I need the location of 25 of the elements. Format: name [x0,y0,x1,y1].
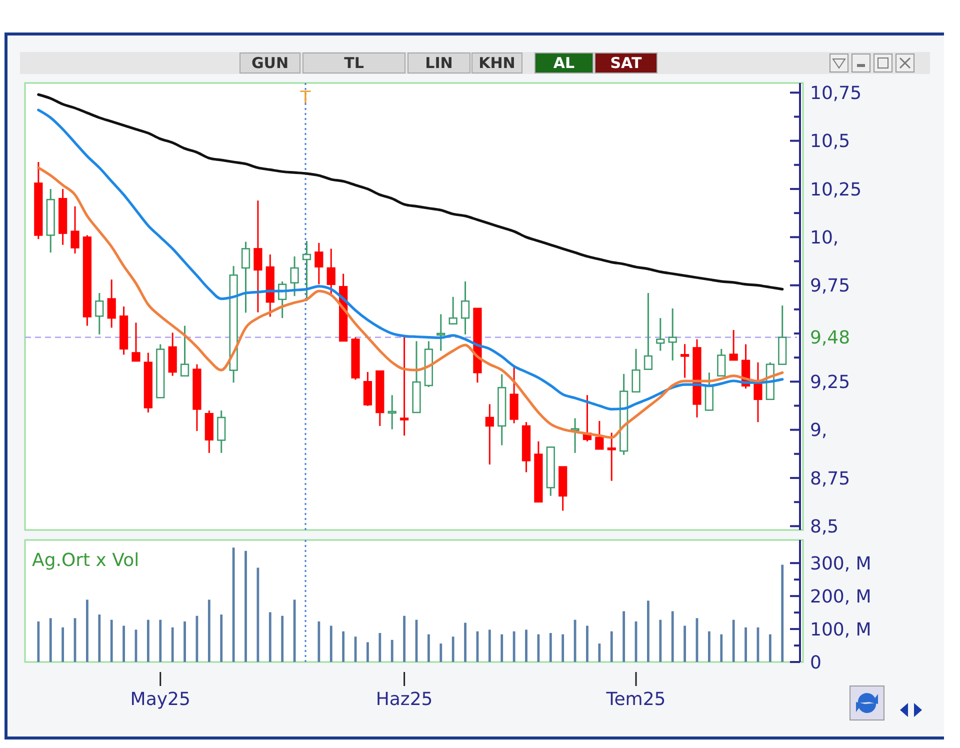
y-tick-label: 9,25 [810,372,850,393]
y-tick-label: 9,75 [810,276,850,297]
text: AL [553,54,576,72]
text: SAT [610,54,643,72]
ref-line-label: 9,48 [810,328,850,349]
y-tick-label: 8,5 [810,516,839,538]
y-tick-label: 10, [810,227,839,248]
y-tick-label: 8,75 [810,468,850,490]
y-tick-label: 300, M [810,553,872,574]
y-tick-label: 0 [810,652,822,674]
text: TL [344,54,364,72]
text: LIN [425,54,453,72]
text: Ag.Ort x Vol [32,550,140,571]
x-tick-label: Tem25 [605,689,666,710]
text: KHN [478,54,516,72]
y-tick-label: 10,75 [810,82,862,104]
y-tick-label: 10,5 [810,131,850,152]
y-tick-label: 100, M [810,619,872,640]
y-tick-label: 10,25 [810,179,862,200]
y-tick-label: 9, [810,420,828,442]
annotation: T [299,88,312,108]
x-tick-label: May25 [130,689,190,710]
text: GUN [251,54,289,72]
x-tick-label: Haz25 [376,689,433,710]
y-tick-label: 200, M [810,586,872,608]
